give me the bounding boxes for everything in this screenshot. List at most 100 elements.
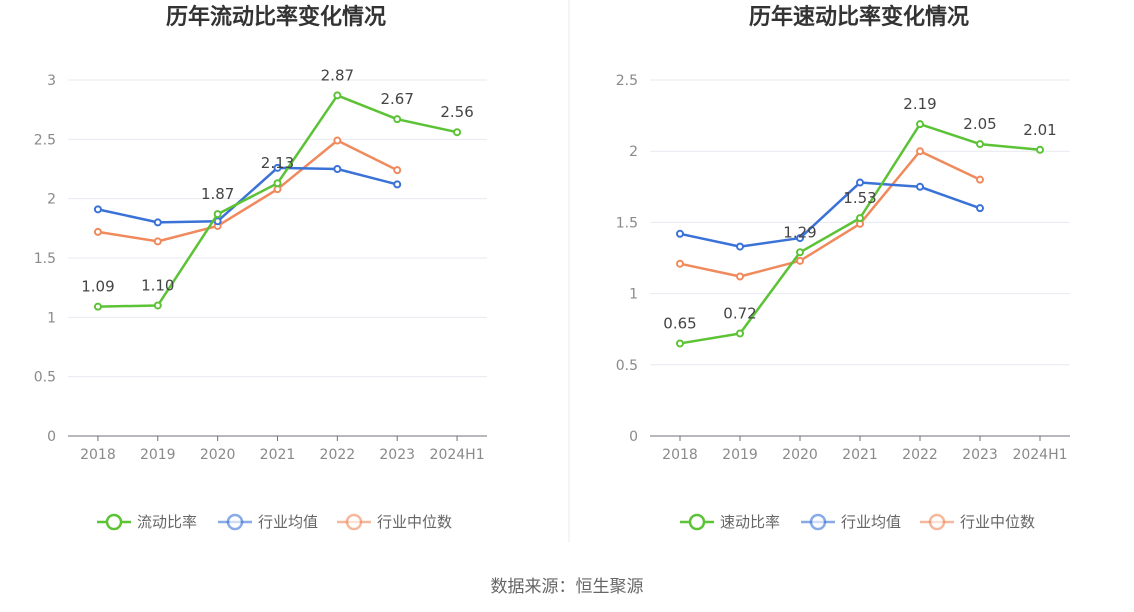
data-point — [736, 329, 744, 338]
legend-label: 速动比率 — [720, 513, 780, 531]
x-tick-label: 2020 — [200, 447, 236, 463]
x-tick-label: 2022 — [320, 447, 356, 463]
y-tick-label: 1 — [47, 310, 56, 326]
legend-marker-icon — [226, 513, 244, 531]
data-label: 0.65 — [663, 314, 696, 332]
data-point — [333, 136, 342, 145]
data-point — [736, 272, 744, 281]
data-label: 2.05 — [963, 115, 996, 133]
data-point — [796, 234, 804, 243]
x-tick-label: 2018 — [662, 447, 698, 463]
legend-label: 行业中位数 — [960, 513, 1035, 531]
legend-item-3[interactable]: 行业中位数 — [337, 513, 452, 531]
legend-item-2[interactable]: 行业均值 — [801, 513, 901, 531]
data-point — [916, 120, 924, 129]
chart-panel-2: 历年速动比率变化情况 0 0.5 1 1.5 2 2.5 2018 2019 2020 2021 20… — [616, 4, 1070, 531]
data-point — [976, 175, 984, 184]
y-tick-label: 2.5 — [34, 132, 56, 148]
data-point — [393, 180, 402, 189]
x-tick-label: 2018 — [80, 447, 116, 463]
data-point — [153, 237, 162, 246]
legend-item-1[interactable]: 流动比率 — [97, 513, 197, 531]
chart-title: 历年速动比率变化情况 — [749, 4, 969, 30]
series-line-3 — [679, 149, 981, 278]
y-tick-label: 2 — [629, 144, 638, 160]
data-point — [153, 218, 162, 227]
data-label: 1.10 — [141, 276, 174, 294]
data-point — [856, 214, 864, 223]
data-label: 1.29 — [783, 223, 816, 241]
y-tick-label: 2 — [47, 192, 56, 208]
data-point — [273, 179, 282, 188]
data-point — [676, 339, 684, 348]
data-point — [393, 115, 402, 124]
data-label: 2.01 — [1023, 121, 1056, 139]
series-line-2 — [679, 181, 981, 248]
y-tick-label: 0 — [629, 429, 638, 445]
chart-panel-1: 历年流动比率变化情况 0 0.5 1 1.5 2 2.5 3 2018 2019 2020 2021 2… — [34, 4, 487, 531]
data-point — [93, 227, 102, 236]
data-label: 2.87 — [321, 66, 354, 84]
data-point — [273, 163, 282, 172]
y-tick-label: 3 — [47, 73, 56, 89]
x-tick-label: 2020 — [782, 447, 818, 463]
data-point — [796, 248, 804, 257]
x-tick-label: 2023 — [379, 447, 415, 463]
x-tick-label: 2019 — [140, 447, 176, 463]
x-tick-label: 2019 — [722, 447, 758, 463]
legend-item-3[interactable]: 行业中位数 — [920, 513, 1035, 531]
legend-marker-icon — [105, 513, 123, 531]
data-point — [213, 210, 222, 219]
data-point — [333, 91, 342, 100]
data-point — [676, 229, 684, 238]
data-label: 2.67 — [381, 90, 414, 108]
legend-label: 行业中位数 — [377, 513, 452, 531]
x-tick-label: 2024H1 — [1012, 447, 1067, 463]
data-point — [153, 301, 162, 310]
legend-marker-icon — [809, 513, 827, 531]
data-label: 1.87 — [201, 185, 234, 203]
data-point — [393, 166, 402, 175]
data-label: 1.09 — [81, 278, 114, 296]
legend-item-2[interactable]: 行业均值 — [218, 513, 318, 531]
legend-marker-icon — [928, 513, 946, 531]
y-tick-label: 2.5 — [616, 73, 638, 89]
y-tick-label: 1.5 — [34, 251, 56, 267]
data-label: 2.13 — [261, 154, 294, 172]
series-line-2 — [97, 166, 398, 224]
chart-title: 历年流动比率变化情况 — [166, 4, 386, 30]
legend-label: 行业均值 — [841, 513, 901, 531]
legend-marker-icon — [345, 513, 363, 531]
data-label: 2.56 — [440, 103, 473, 121]
data-source: 数据来源：恒生聚源 — [491, 577, 644, 597]
data-label: 0.72 — [723, 304, 756, 322]
legend-item-1[interactable]: 速动比率 — [680, 513, 780, 531]
y-tick-label: 1 — [629, 287, 638, 303]
data-point — [676, 259, 684, 268]
data-point — [1036, 145, 1044, 154]
data-point — [93, 205, 102, 214]
legend-label: 行业均值 — [258, 513, 318, 531]
legend-label: 流动比率 — [137, 513, 197, 531]
data-point — [976, 140, 984, 149]
data-point — [213, 217, 222, 226]
data-point — [453, 128, 462, 137]
data-label: 2.19 — [903, 95, 936, 113]
y-tick-label: 1.5 — [616, 215, 638, 231]
y-tick-label: 0 — [47, 429, 56, 445]
data-point — [93, 302, 102, 311]
series-line-3 — [97, 139, 398, 243]
y-tick-label: 0.5 — [34, 370, 56, 386]
x-tick-label: 2021 — [842, 447, 878, 463]
series-line-1 — [97, 94, 458, 308]
data-label: 1.53 — [843, 189, 876, 207]
legend-marker-icon — [688, 513, 706, 531]
data-point — [856, 178, 864, 187]
y-tick-label: 0.5 — [616, 358, 638, 374]
x-tick-label: 2023 — [962, 447, 998, 463]
data-point — [976, 204, 984, 213]
x-tick-label: 2024H1 — [430, 447, 485, 463]
data-point — [916, 182, 924, 191]
x-tick-label: 2022 — [902, 447, 938, 463]
